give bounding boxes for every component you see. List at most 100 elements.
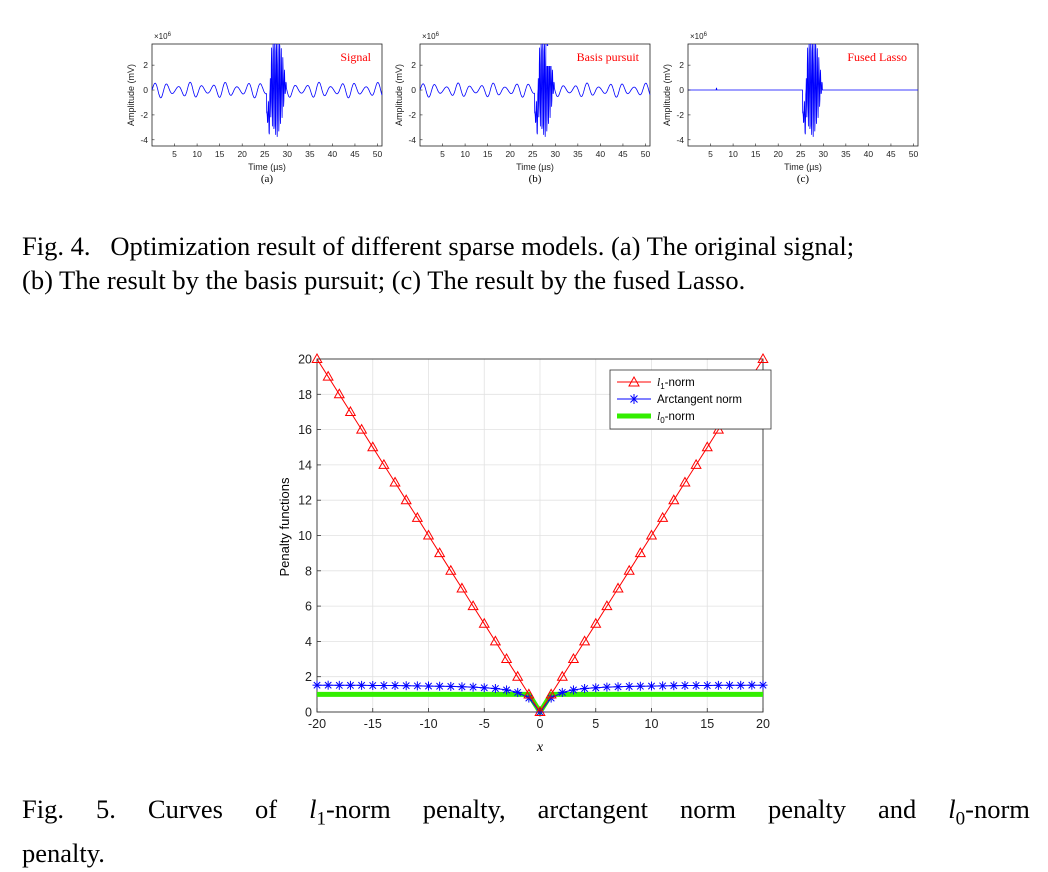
y-tick-label: 2: [143, 60, 148, 70]
y-axis-label: Amplitude (mV): [394, 64, 404, 126]
y-tick-label: 0: [143, 85, 148, 95]
l1-norm-point: [400, 494, 412, 505]
arctangent-point: [591, 683, 601, 693]
arctangent-point: [613, 682, 623, 692]
l1-norm-point: [433, 547, 446, 558]
arctangent-point: [368, 681, 378, 691]
arctangent-point: [602, 682, 612, 692]
x-tick-label: 30: [819, 149, 829, 159]
x-tick-label: 20: [756, 717, 770, 731]
l1-norm-point: [311, 352, 323, 363]
arctangent-point: [379, 681, 389, 691]
x-axis-label: Time (µs): [516, 162, 554, 172]
x-tick-label: 40: [596, 149, 606, 159]
y-tick-label: 2: [305, 670, 312, 684]
x-tick-label: 45: [350, 149, 360, 159]
arctangent-point: [435, 681, 445, 691]
legend-label: Signal: [340, 50, 371, 64]
l1-norm-point: [445, 564, 457, 575]
x-tick-label: 30: [551, 149, 561, 159]
caption-word: Curves: [147, 794, 223, 824]
y-scale-exponent: ×106: [690, 32, 708, 41]
caption-line-2: (b) The result by the basis pursuit; (c)…: [22, 265, 746, 295]
caption-word: 5.: [96, 794, 116, 824]
panel-label: (b): [529, 173, 542, 185]
caption-line-1: Fig. 4. Optimization result of different…: [22, 229, 1030, 263]
caption-line-2: penalty.: [22, 838, 105, 869]
y-axis-label: Amplitude (mV): [126, 64, 136, 126]
arctangent-point: [457, 682, 467, 692]
x-tick-label: 25: [260, 149, 270, 159]
x-tick-label: 50: [641, 149, 651, 159]
y-tick-label: 4: [305, 635, 312, 649]
arctangent-point: [702, 681, 712, 691]
l1-norm-point: [556, 670, 568, 681]
x-tick-label: 5: [172, 149, 177, 159]
arctangent-point: [680, 681, 690, 691]
x-tick-label: 25: [528, 149, 538, 159]
x-tick-label: 10: [460, 149, 470, 159]
arctangent-point: [747, 680, 757, 690]
y-axis-label: Penalty functions: [277, 477, 292, 577]
x-tick-label: 30: [283, 149, 293, 159]
x-tick-label: 35: [841, 149, 851, 159]
figure-5-caption: Fig. 5. Curves of l1-norm penalty, arcta…: [22, 792, 1030, 870]
x-tick-label: 45: [886, 149, 896, 159]
y-tick-label: 14: [298, 458, 312, 472]
l1-norm-point: [578, 635, 591, 646]
l1-norm-point: [512, 670, 524, 681]
l1-norm-point: [623, 564, 635, 575]
l1-norm-point: [333, 388, 345, 399]
l1-norm-point: [523, 688, 535, 699]
arctangent-point: [323, 680, 333, 690]
l1-norm-point: [422, 529, 435, 540]
arctangent-point: [502, 685, 512, 695]
l1-norm-point: [344, 405, 357, 416]
arctangent-point: [568, 685, 578, 695]
y-tick-label: -2: [408, 110, 416, 120]
waveform-line: [419, 43, 651, 137]
x-axis-label: x: [536, 740, 544, 755]
l1-norm-point: [478, 617, 490, 628]
y-tick-label: 12: [298, 494, 312, 508]
legend-l1-label: l1-norm: [657, 377, 695, 391]
arctangent-point: [357, 680, 367, 690]
y-tick-label: 0: [305, 706, 312, 720]
panel-label: (a): [261, 173, 274, 185]
x-tick-label: 15: [751, 149, 761, 159]
figure-4-caption: Fig. 4. Optimization result of different…: [22, 229, 1030, 297]
arctangent-point: [713, 680, 723, 690]
caption-word: norm: [680, 794, 736, 824]
panel-label: (c): [797, 173, 810, 185]
l1-norm-point: [690, 458, 702, 469]
arctangent-point: [736, 680, 746, 690]
waveform-line: [151, 43, 383, 137]
legend-l0-label: l0-norm: [657, 411, 695, 425]
l1-norm-point: [567, 653, 580, 664]
y-tick-label: 20: [298, 353, 312, 367]
arctangent-point: [412, 681, 422, 691]
caption-text: Optimization result of different sparse …: [110, 231, 855, 261]
l1-norm-point: [389, 476, 401, 487]
y-tick-label: -4: [676, 135, 684, 145]
y-tick-label: 0: [411, 85, 416, 95]
x-tick-label: 35: [305, 149, 315, 159]
arctangent-point: [580, 684, 590, 694]
caption-word: penalty,: [422, 794, 506, 824]
x-tick-label: 10: [728, 149, 738, 159]
y-tick-label: -4: [140, 135, 148, 145]
y-tick-label: 16: [298, 423, 312, 437]
y-tick-label: 0: [679, 85, 684, 95]
x-tick-label: -5: [479, 717, 490, 731]
l1-norm-point: [590, 617, 602, 628]
arctangent-point: [468, 682, 478, 692]
x-tick-label: -15: [364, 717, 382, 731]
legend-arctan-marker: [629, 394, 639, 404]
l1-norm-point: [500, 653, 513, 664]
l1-norm-point: [757, 352, 769, 363]
y-axis-label: Amplitude (mV): [662, 64, 672, 126]
legend-arctan-label: Arctangent norm: [657, 394, 742, 406]
